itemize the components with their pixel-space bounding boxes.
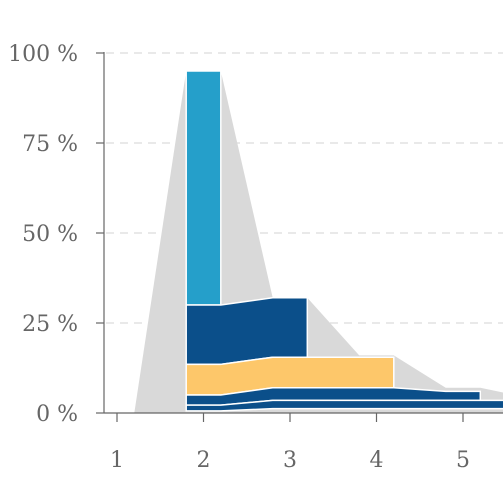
y-tick-label: 25 % (22, 312, 78, 337)
band-4 (185, 399, 503, 412)
tick-labels: 0 % 25 % 50 % 75 % 100 % 1 2 3 4 5 (8, 42, 470, 473)
x-tick-label: 1 (110, 448, 124, 473)
bands-layer (185, 70, 503, 412)
band-1 (185, 297, 309, 366)
y-tick-label: 0 % (36, 402, 78, 427)
y-tick-label: 100 % (8, 42, 78, 67)
y-tick-label: 50 % (22, 222, 78, 247)
x-tick-label: 5 (456, 448, 470, 473)
y-tick-label: 75 % (22, 132, 78, 157)
x-tick-label: 3 (283, 448, 297, 473)
x-tick-label: 2 (197, 448, 211, 473)
x-tick-label: 4 (370, 448, 384, 473)
axes (96, 52, 503, 422)
band-0 (185, 70, 222, 306)
